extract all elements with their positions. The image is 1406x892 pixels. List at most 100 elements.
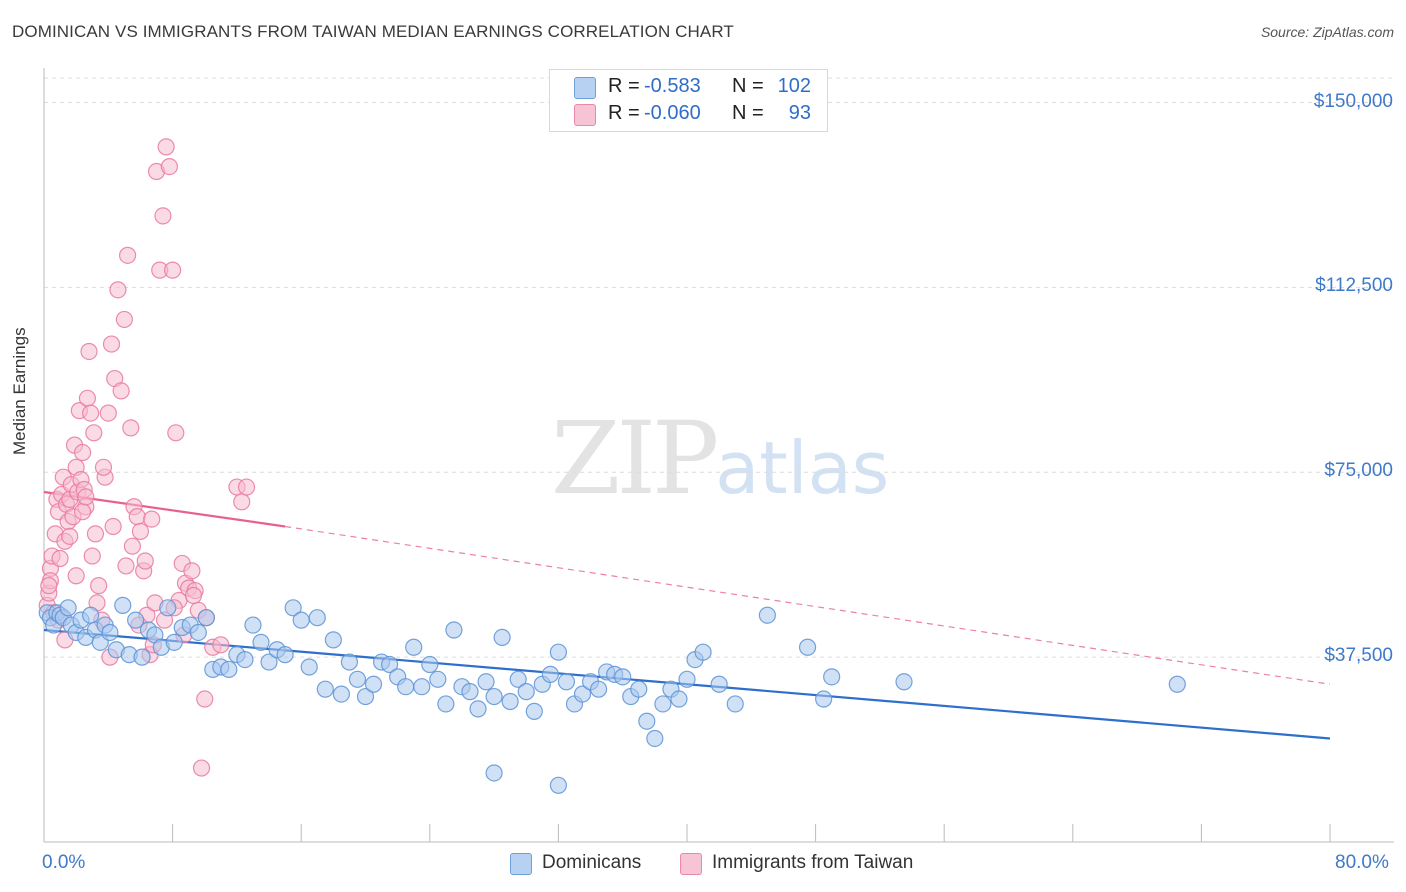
legend-r-label: R = (608, 102, 640, 124)
y-axis-label: Median Earnings (10, 327, 29, 455)
taiwan-point (61, 527, 79, 545)
dominican-point (654, 695, 672, 713)
dominican-point (397, 678, 415, 696)
taiwan-point (112, 382, 130, 400)
taiwan-point (73, 503, 92, 521)
dominican-point (324, 631, 342, 649)
dominican-point (823, 668, 841, 686)
gridlines (44, 77, 1394, 658)
legend-label-dominicans: Dominicans (542, 852, 642, 873)
legend-swatch-blue (510, 853, 532, 875)
dominican-point (798, 638, 817, 656)
dominican-point (364, 675, 383, 693)
dominican-point (405, 638, 423, 656)
dominican-point (895, 673, 913, 691)
taiwan-point (160, 157, 178, 176)
taiwan-point (196, 690, 214, 708)
taiwan-point (99, 404, 117, 422)
dominican-point (127, 611, 145, 629)
taiwan-point (51, 549, 69, 568)
legend-swatch-pink (680, 853, 702, 875)
dominican-point (726, 695, 744, 713)
y-tick-label: $75,000 (1324, 460, 1393, 482)
taiwan-point (122, 419, 140, 437)
series-taiwan-points (38, 138, 256, 777)
dominican-point (541, 665, 559, 683)
dominican-point (244, 616, 262, 634)
dominican-point (114, 596, 132, 614)
taiwan-point (164, 261, 182, 279)
legend-swatch-blue (574, 77, 596, 99)
taiwan-point (118, 246, 137, 264)
taiwan-point (94, 458, 113, 476)
dominican-point (101, 623, 119, 642)
dominican-point (710, 675, 728, 693)
taiwan-point (143, 510, 161, 528)
taiwan-point (80, 342, 98, 361)
watermark-zip: ZIP (551, 400, 719, 517)
taiwan-point (131, 522, 150, 541)
dominican-point (276, 646, 294, 664)
dominican-point (670, 690, 688, 708)
taiwan-point (128, 508, 146, 526)
taiwan-point (233, 493, 251, 511)
taiwan-point (212, 636, 230, 654)
legend-r-label: R = (608, 75, 640, 97)
taiwan-point (82, 404, 100, 422)
dominican-point (758, 606, 776, 624)
dominican-point (573, 685, 592, 703)
taiwan-point (154, 207, 172, 225)
legend-n-label: N = (732, 75, 764, 97)
dominican-point (485, 764, 503, 782)
dominican-point (356, 687, 375, 706)
x-tick-label-min: 0.0% (42, 852, 86, 873)
dominican-point (308, 609, 326, 627)
dominican-point (189, 623, 207, 642)
dominican-point (340, 653, 359, 671)
dominican-point (165, 633, 183, 651)
dominican-point (815, 690, 833, 708)
dominican-point (59, 599, 77, 617)
dominican-point (292, 611, 310, 629)
dominican-point (252, 633, 270, 651)
dominican-point (614, 668, 632, 686)
dominican-point (461, 683, 479, 701)
dominican-point (469, 700, 487, 718)
dominican-point (413, 678, 431, 696)
dominican-point (260, 653, 278, 671)
watermark: ZIPatlas (551, 400, 889, 517)
dominican-point (1168, 675, 1186, 693)
taiwan-point (77, 488, 95, 506)
dominican-point (159, 599, 177, 617)
x-tick-label-max: 80.0% (1335, 852, 1389, 873)
taiwan-point (237, 478, 256, 496)
dominican-point (638, 712, 656, 730)
taiwan-trend-extension (285, 525, 1331, 685)
taiwan-point (78, 389, 97, 407)
dominican-point (493, 628, 511, 647)
dominican-point (549, 643, 568, 661)
legend-n-value: 93 (788, 102, 811, 124)
taiwan-point (85, 424, 103, 442)
taiwan-point (117, 557, 135, 575)
dominican-point (517, 683, 535, 701)
source-label[interactable]: Source: ZipAtlas.com (1260, 24, 1394, 40)
taiwan-point (184, 586, 203, 605)
legend-label-taiwan: Immigrants from Taiwan (712, 852, 914, 873)
taiwan-point (136, 552, 154, 570)
series-dominicans-points (38, 596, 1186, 794)
taiwan-point (40, 577, 58, 595)
dominican-point (501, 692, 519, 711)
taiwan-point (67, 567, 85, 585)
dominican-point (509, 670, 527, 688)
taiwan-point (192, 759, 211, 777)
dominican-point (348, 670, 367, 688)
legend-swatch-pink (574, 104, 596, 126)
correlation-legend: R = -0.583 N = 102 R = -0.060 N = 93 (549, 69, 828, 132)
dominican-point (284, 599, 302, 617)
dominican-point (477, 673, 495, 691)
dominican-point (316, 680, 334, 698)
watermark-atlas: atlas (715, 426, 890, 510)
taiwan-point (73, 443, 92, 462)
